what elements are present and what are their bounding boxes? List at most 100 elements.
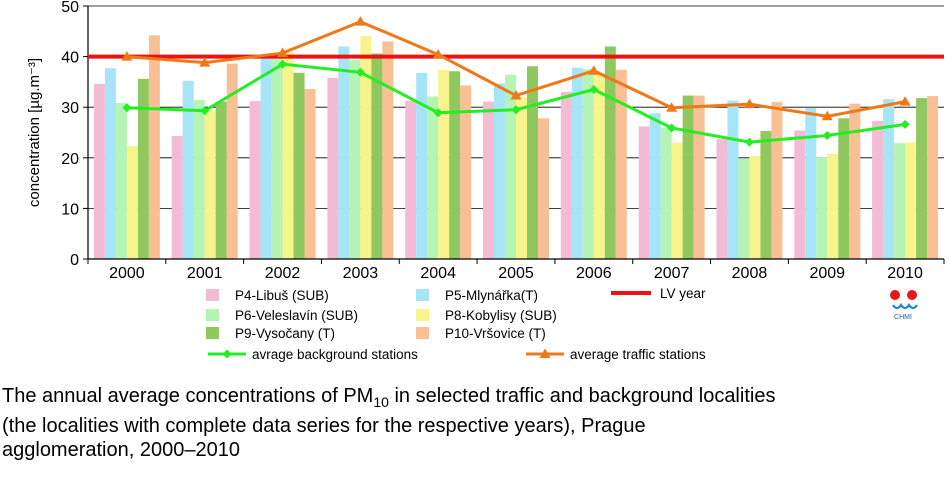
bar-p9-vysočany (215, 101, 227, 259)
axes: 0 10 20 30 40 50 2000 2001 2002 2003 2004 2005 2006 2… (26, 0, 945, 282)
bar-p4-libuš (794, 130, 806, 259)
bar-p5-mlynářka(t) (338, 46, 350, 260)
bar-p9-vysočany (449, 71, 461, 259)
y-tick-label: 40 (61, 50, 79, 67)
bar-p4-libuš (560, 92, 572, 260)
bar-p4-libuš (872, 120, 884, 259)
point-traffic (277, 47, 289, 58)
bar-p10-vršovice (304, 88, 316, 259)
bar-p9-vysočany (137, 78, 149, 259)
chmi-logo: CHMI (890, 290, 918, 321)
bar-p8-kobylisy (126, 146, 138, 259)
bar-p4-libuš (405, 100, 417, 259)
x-tick-label: 2008 (732, 265, 768, 282)
y-tick-label: 30 (61, 100, 79, 117)
x-tick-label: 2004 (420, 265, 456, 282)
bar-p10-vršovice (615, 69, 627, 259)
legend-label: P4-Libuš (SUB) (235, 288, 329, 303)
bar-p8-kobylisy (360, 35, 372, 259)
legend-label: P6-Veleslavín (SUB) (235, 308, 358, 323)
point-traffic (432, 49, 444, 59)
caption-line1-post: in selected traffic and background local… (388, 385, 776, 407)
bar-p4-libuš (93, 83, 105, 259)
legend-swatch (206, 327, 219, 339)
bar-p6-veleslavín (816, 157, 828, 259)
bar-p8-kobylisy (671, 142, 683, 259)
bar-p8-kobylisy (282, 52, 294, 259)
legend-swatch (416, 309, 429, 321)
legend-label: P5-Mlynářka(T) (445, 288, 538, 303)
pm10-chart: 0 10 20 30 40 50 2000 2001 2002 2003 2004 2005 2006 2… (26, 0, 945, 362)
logo-wave (892, 303, 918, 310)
bar-p6-veleslavín (505, 74, 516, 259)
legend-label: avrage background stations (252, 347, 418, 362)
bar-p9-vysočany (916, 98, 928, 259)
bar-p9-vysočany (293, 72, 305, 260)
logo-text: CHMI (894, 314, 912, 321)
bar-p4-libuš (171, 136, 183, 259)
caption-line1-pre: The annual average concentrations of PM (2, 385, 374, 407)
bar-p8-kobylisy (204, 110, 216, 259)
bar-p8-kobylisy (827, 153, 839, 259)
bar-p6-veleslavín (115, 103, 127, 259)
x-tick-label: 2009 (809, 265, 845, 282)
bar-p8-kobylisy (593, 73, 605, 259)
bar-p4-libuš (638, 126, 650, 259)
legend-marker (539, 348, 551, 358)
bar-p9-vysočany (760, 130, 772, 259)
caption-line-3: agglomeration, 2000–2010 (2, 439, 240, 461)
point-background (433, 108, 443, 118)
legend-label: P8-Kobylisy (SUB) (445, 308, 557, 323)
bar-p10-vršovice (693, 95, 705, 259)
x-tick-label: 2005 (498, 265, 534, 282)
bar-p9-vysočany (527, 66, 538, 260)
bar-p10-vršovice (927, 96, 939, 260)
x-tick-label: 2002 (265, 265, 301, 282)
bar-p8-kobylisy (905, 142, 917, 259)
caption-subscript: 10 (373, 394, 389, 410)
bar-p6-veleslavín (271, 55, 283, 259)
point-traffic (510, 90, 522, 100)
bar-p8-kobylisy (438, 69, 450, 259)
bar-p8-kobylisy (516, 97, 527, 259)
bar-p9-vysočany (371, 53, 383, 260)
legend-label: P10-Vršovice (T) (445, 326, 546, 341)
bar-p4-libuš (483, 101, 494, 259)
bar-p9-vysočany (838, 118, 850, 259)
bar-p4-libuš (327, 77, 339, 260)
point-traffic (121, 51, 133, 61)
y-tick-label: 20 (61, 151, 79, 168)
bar-p10-vršovice (538, 118, 549, 259)
legend-swatch (206, 289, 219, 301)
point-traffic (588, 65, 600, 75)
bar-p6-veleslavín (738, 158, 750, 259)
legend-swatch (206, 309, 219, 321)
bar-p4-libuš (249, 101, 261, 260)
y-tick-label: 0 (70, 252, 79, 269)
bar-p5-mlynářka(t) (883, 99, 895, 259)
bar-p5-mlynářka(t) (571, 67, 583, 260)
point-traffic (354, 16, 366, 26)
point-background (822, 131, 832, 141)
legend-label: average traffic stations (570, 347, 706, 362)
point-background (122, 103, 132, 113)
logo-dot-right (907, 290, 917, 300)
figure-caption: The annual average concentrations of PM1… (2, 384, 948, 462)
legend-marker (222, 349, 232, 359)
bar-p6-veleslavín (660, 127, 672, 259)
bar-p8-kobylisy (749, 155, 761, 259)
bar-p9-vysočany (604, 46, 616, 260)
bar-p6-veleslavín (193, 100, 205, 259)
point-traffic (199, 57, 211, 67)
bar-p5-mlynářka(t) (416, 72, 428, 260)
legend-swatch (416, 327, 429, 339)
bar-p5-mlynářka(t) (805, 107, 817, 260)
bar-p6-veleslavín (427, 96, 439, 259)
point-background (744, 137, 754, 147)
point-traffic (899, 96, 911, 106)
legend-label: LV year (660, 286, 706, 301)
bar-p4-libuš (716, 139, 728, 259)
y-axis-label: concentration [µg.m⁻³] (26, 58, 43, 207)
x-tick-label: 2001 (187, 265, 223, 282)
legend: P4-Libuš (SUB) P5-Mlynářka(T) P6-Veleslaví… (206, 286, 706, 362)
